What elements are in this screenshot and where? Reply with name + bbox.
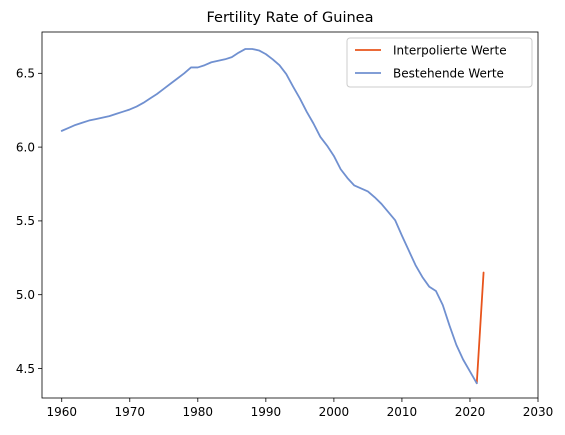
legend-label-interpolated: Interpolierte Werte xyxy=(393,44,507,58)
y-tick-label: 4.5 xyxy=(16,362,35,376)
series-layer xyxy=(60,48,485,385)
y-axis-ticks: 4.5 5.0 5.5 6.0 6.5 xyxy=(16,67,42,376)
x-tick-label: 2000 xyxy=(319,405,350,419)
y-tick-label: 5.0 xyxy=(16,288,35,302)
y-tick-label: 5.5 xyxy=(16,214,35,228)
series-line-existing xyxy=(60,48,478,385)
x-tick-label: 1970 xyxy=(114,405,145,419)
x-tick-label: 2030 xyxy=(523,405,554,419)
x-tick-label: 1980 xyxy=(183,405,214,419)
plot-background xyxy=(42,32,538,398)
y-tick-label: 6.0 xyxy=(16,140,35,154)
legend-box xyxy=(346,37,533,88)
legend: Interpolierte Werte Bestehende Werte xyxy=(346,37,533,88)
x-tick-label: 1990 xyxy=(251,405,282,419)
legend-label-existing: Bestehende Werte xyxy=(393,67,504,81)
y-tick-label: 6.5 xyxy=(16,67,35,81)
x-tick-label: 1960 xyxy=(46,405,77,419)
x-tick-label: 2010 xyxy=(387,405,418,419)
plot-frame xyxy=(41,31,539,399)
x-axis-ticks: 1960 1970 1980 1990 2000 2010 2020 2030 xyxy=(46,398,553,419)
series-line-interpolated xyxy=(475,271,485,385)
chart-title: Fertility Rate of Guinea xyxy=(207,10,374,26)
x-tick-label: 2020 xyxy=(455,405,486,419)
